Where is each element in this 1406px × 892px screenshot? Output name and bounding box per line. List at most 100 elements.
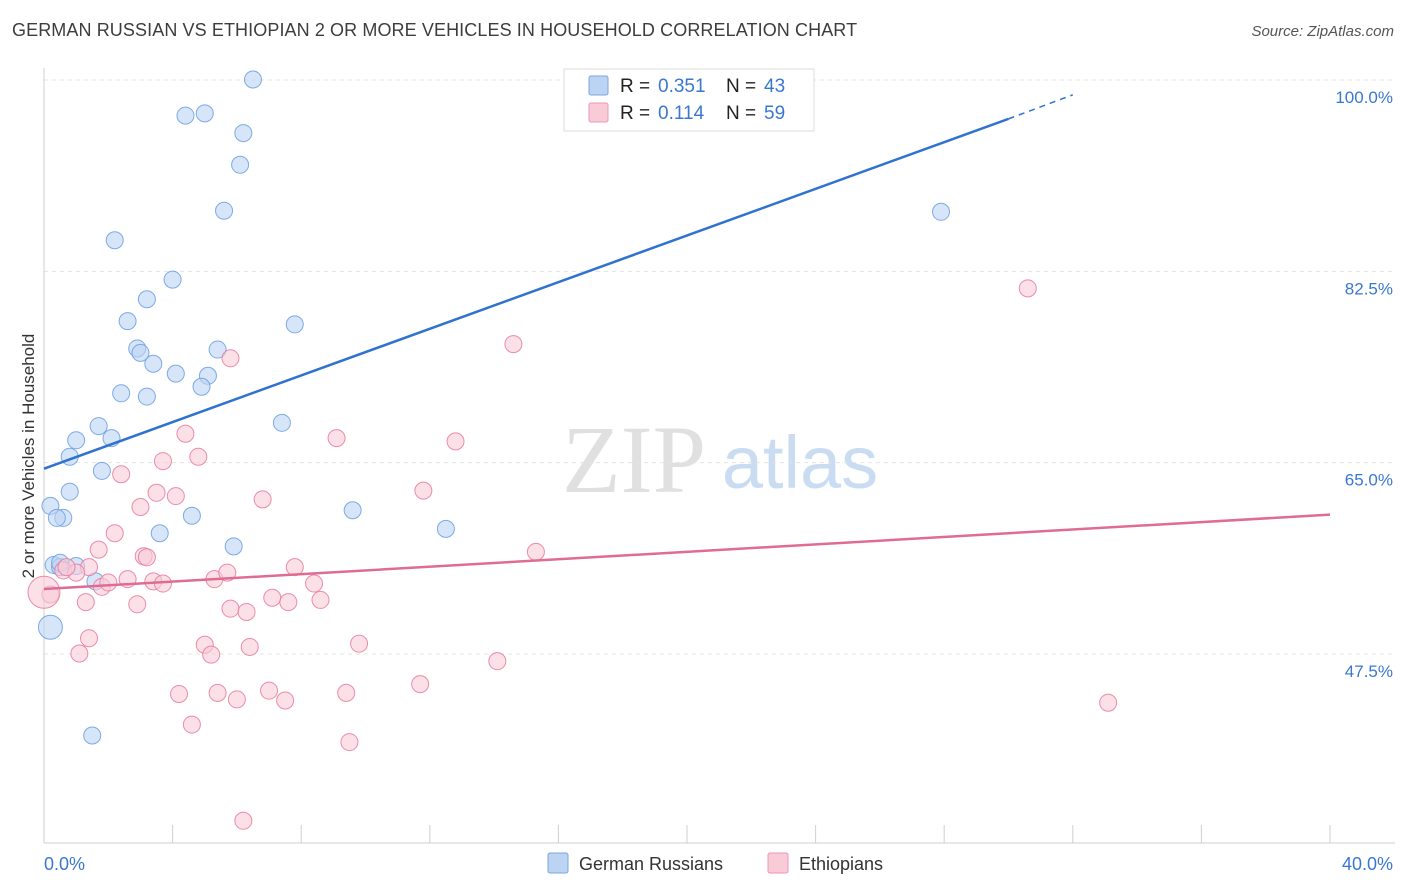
german-russians-point [195,104,214,123]
german-russians-point [192,377,211,396]
german-russians-point [234,124,253,143]
german-russians-point [272,413,291,432]
stats-n-label: N = [726,76,756,97]
ethiopians-point [170,684,189,703]
ethiopians-point [147,483,166,502]
stats-n-value: 59 [764,103,785,124]
german-russians-point [92,461,111,480]
german-russians-point [243,70,262,89]
german-russians-trend-extension [1008,94,1074,120]
ethiopians-point [411,675,430,694]
german-russians-point [105,231,124,250]
german-russians-point [37,614,63,640]
ethiopians-point [305,574,324,593]
watermark-zip: ZIP [562,406,706,513]
ethiopians-point [105,524,124,543]
german-russians-point [166,364,185,383]
watermark: ZIP atlas [562,406,878,513]
ethiopians-point [276,691,295,710]
ethiopians-point [227,690,246,709]
ethiopians-point [182,715,201,734]
ethiopians-point [208,683,227,702]
german-russians-point [89,417,108,436]
german-russians-point [47,508,66,527]
german-russians-point [112,384,131,403]
ethiopians-point [128,595,147,614]
german-russians-trend-line [43,117,1009,470]
legend-swatch-pink [588,102,609,123]
ethiopians-point [240,637,259,656]
trend-lines [43,94,1331,591]
legend-label-ethiopians: Ethiopians [799,854,883,874]
ethiopians-point [488,652,507,671]
ethiopians-point [99,573,118,592]
ethiopians-point [526,542,545,561]
ethiopians-point [166,487,185,506]
ethiopians-point [80,629,99,648]
german-russians-point [285,315,304,334]
ethiopians-trend-line [43,513,1331,591]
legend-label-german-russians: German Russians [579,854,723,874]
ethiopians-point [350,634,369,653]
ethiopians-point [340,733,359,752]
german-russians-point [144,354,163,373]
source-label: Source: ZipAtlas.com [1251,23,1394,40]
ethiopians-point [202,645,221,664]
y-tick-label: 65.0% [1345,471,1393,490]
stats-r-value: 0.114 [658,103,705,124]
ethiopians-point [263,588,282,607]
stats-r-label: R = [620,76,650,97]
german-russians-point [150,524,169,543]
german-russians-point [163,270,182,289]
ethiopians-point [221,349,240,368]
y-tick-labels: 47.5% 65.0% 82.5% 100.0% [1335,88,1393,681]
german-russians-point [118,312,137,331]
ethiopians-point [1018,279,1037,298]
german-russians-point [60,482,79,501]
ethiopians-point [89,540,108,559]
stats-r-value: 0.351 [658,76,706,97]
ethiopians-point [1099,693,1118,712]
german-russians-point [182,506,201,525]
ethiopians-point [76,593,95,612]
german-russians-point [137,290,156,309]
stats-n-value: 43 [764,76,785,97]
ethiopians-point [260,681,279,700]
ethiopians-point [112,465,131,484]
y-tick-label: 100.0% [1335,88,1393,107]
series-legend: German Russians Ethiopians [547,852,883,874]
ethiopians-point [446,432,465,451]
stats-row-ethiopians: R = 0.114 N = 59 [588,102,785,124]
ethiopians-point [131,498,150,516]
german-russians-point [176,106,195,125]
ethiopians-point [504,335,523,354]
german-russians-point [67,431,86,450]
x-tick-label: 0.0% [44,854,85,874]
legend-swatch-german-russians [547,852,569,874]
ethiopians-point [27,575,61,609]
legend-swatch-blue [588,75,609,96]
german-russians-point [215,201,234,220]
data-points [27,70,1118,830]
y-tick-label: 47.5% [1345,662,1393,681]
ethiopians-point [218,563,237,582]
axes [43,68,1395,844]
ethiopians-point [176,424,195,443]
ethiopians-point [234,811,253,830]
legend-swatch-ethiopians [767,852,789,874]
ethiopians-point [137,548,156,567]
ethiopians-point [237,602,256,621]
x-tick-label: 40.0% [1342,854,1393,874]
ethiopians-point [311,590,330,609]
stats-legend: R = 0.351 N = 43 R = 0.114 N = 59 [563,68,815,132]
ethiopians-point [57,558,76,577]
ethiopians-point [70,644,89,663]
german-russians-point [137,387,156,406]
german-russians-point [931,202,950,221]
chart-title: GERMAN RUSSIAN VS ETHIOPIAN 2 OR MORE VE… [12,20,858,40]
german-russians-point [131,343,150,362]
german-russians-point [83,726,102,745]
german-russians-point [208,340,227,359]
german-russians-point [436,519,455,538]
